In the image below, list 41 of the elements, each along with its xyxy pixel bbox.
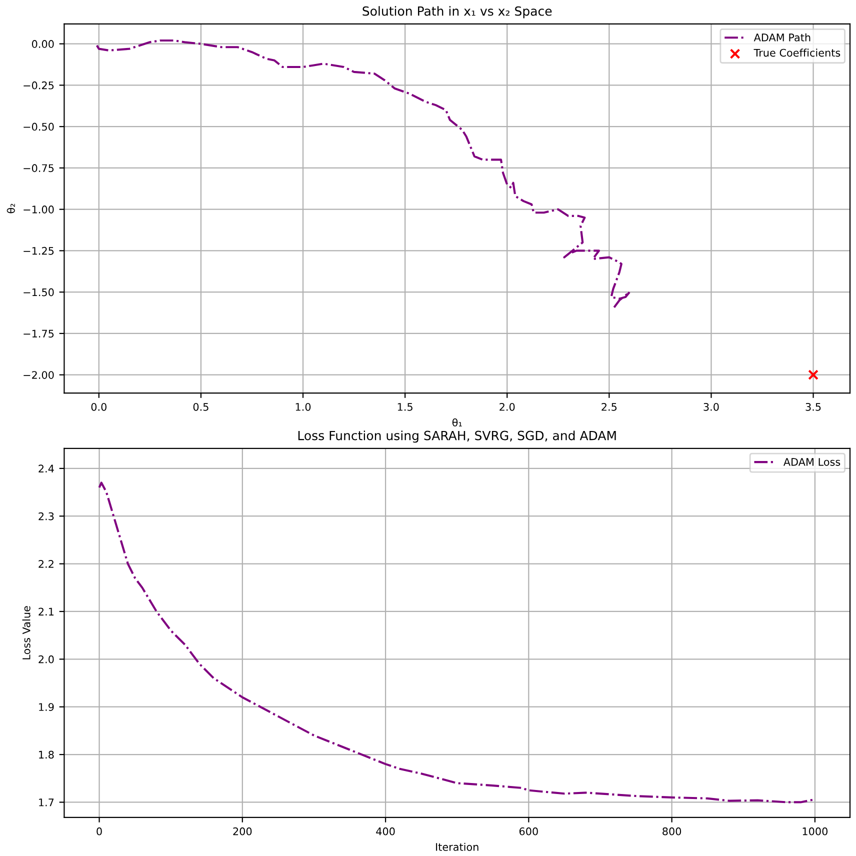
x-axis-title: Iteration bbox=[436, 842, 478, 851]
x-axis-title: θ₁ bbox=[452, 418, 462, 426]
y-tick-label: 1.8 bbox=[39, 750, 54, 759]
y-tick-label: −0.75 bbox=[24, 164, 54, 172]
y-tick-label: 0.00 bbox=[32, 40, 54, 48]
x-tick-label: 1000 bbox=[802, 827, 828, 836]
x-tick-label: 2.5 bbox=[602, 402, 617, 411]
x-tick-label: 400 bbox=[376, 827, 395, 836]
y-tick-label: −1.25 bbox=[24, 246, 54, 255]
x-tick-label: 1.0 bbox=[296, 402, 311, 411]
x-tick-label: 0.0 bbox=[91, 402, 106, 411]
x-tick-label: 600 bbox=[519, 827, 538, 836]
y-tick-label: 2.3 bbox=[38, 512, 54, 520]
y-tick-label: 1.9 bbox=[39, 703, 54, 711]
y-tick-label: 1.7 bbox=[39, 798, 54, 806]
legend-label: ADAM Loss bbox=[783, 458, 840, 466]
y-tick-label: −1.00 bbox=[24, 206, 54, 214]
x-tick-label: 3.5 bbox=[806, 402, 821, 411]
y-axis-title: θ₂ bbox=[6, 204, 15, 214]
chart-title: Loss Function using SARAH, SVRG, SGD, and ADAM bbox=[298, 430, 616, 443]
y-axis-title: Loss Value bbox=[22, 606, 30, 660]
y-tick-label: −1.50 bbox=[24, 288, 54, 296]
y-tick-label: −1.75 bbox=[24, 330, 54, 338]
y-tick-label: 2.4 bbox=[38, 464, 54, 472]
legend-label: ADAM Path bbox=[754, 33, 810, 42]
x-tick-label: 200 bbox=[233, 827, 252, 836]
y-tick-label: −2.00 bbox=[24, 371, 54, 379]
x-tick-label: 800 bbox=[662, 827, 682, 836]
x-tick-label: 1.5 bbox=[398, 403, 412, 411]
y-tick-label: 2.0 bbox=[38, 655, 54, 664]
x-tick-label: 0.5 bbox=[193, 402, 208, 411]
y-tick-label: 2.1 bbox=[38, 608, 54, 616]
x-tick-label: 3.0 bbox=[704, 402, 719, 411]
legend-label: True Coefficients bbox=[754, 48, 840, 57]
x-tick-label: 0 bbox=[96, 827, 102, 836]
y-tick-label: −0.50 bbox=[24, 122, 54, 131]
x-tick-label: 2.0 bbox=[500, 402, 515, 411]
y-tick-label: −0.25 bbox=[24, 81, 54, 90]
y-tick-label: 2.2 bbox=[38, 560, 54, 568]
chart-title: Solution Path in x₁ vs x₂ Space bbox=[362, 6, 552, 18]
line-series bbox=[96, 39, 631, 310]
